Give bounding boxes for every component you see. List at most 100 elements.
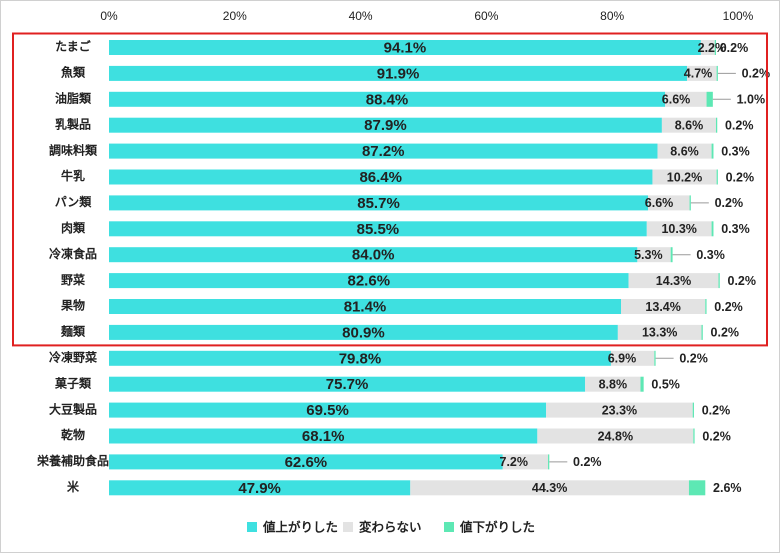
value-label-unchanged: 2.2% bbox=[698, 41, 727, 55]
value-label-price-down: 0.2% bbox=[679, 352, 708, 366]
value-label-price-up: 47.9% bbox=[238, 480, 281, 497]
category-label: 麺類 bbox=[60, 324, 86, 339]
category-label: 野菜 bbox=[61, 272, 85, 287]
category-label: 冷凍野菜 bbox=[49, 349, 97, 364]
value-label-price-down: 0.2% bbox=[702, 403, 731, 417]
value-label-unchanged: 13.3% bbox=[642, 326, 677, 340]
bar-unchanged bbox=[637, 247, 671, 263]
bar-unchanged bbox=[700, 40, 715, 55]
legend-swatch bbox=[247, 522, 257, 532]
bar-unchanged bbox=[502, 454, 549, 470]
bar-price-down bbox=[714, 40, 716, 55]
value-label-unchanged: 8.6% bbox=[670, 144, 699, 158]
value-label-price-up: 79.8% bbox=[339, 350, 382, 367]
value-label-price-down: 0.2% bbox=[742, 67, 771, 81]
x-tick-label: 20% bbox=[223, 9, 247, 23]
category-label: 果物 bbox=[60, 298, 85, 313]
bar-price-up bbox=[109, 221, 647, 237]
value-label-price-down: 1.0% bbox=[737, 93, 766, 107]
bar-unchanged bbox=[546, 402, 693, 418]
bar-price-up bbox=[109, 428, 538, 444]
bar-price-up bbox=[109, 40, 701, 55]
category-label: 冷凍食品 bbox=[49, 246, 97, 261]
bar-price-down bbox=[548, 454, 550, 470]
bar-unchanged bbox=[617, 324, 702, 340]
value-label-price-up: 87.2% bbox=[362, 143, 405, 160]
value-label-price-down: 0.2% bbox=[725, 118, 754, 132]
bar-price-down bbox=[705, 299, 707, 314]
value-label-price-up: 87.9% bbox=[364, 117, 407, 134]
category-label: 乳製品 bbox=[55, 116, 91, 131]
bar-unchanged bbox=[661, 117, 716, 133]
legend-label: 値上がりした bbox=[262, 519, 338, 534]
legend-label: 変わらない bbox=[359, 519, 422, 534]
bar-price-down bbox=[715, 117, 718, 133]
value-label-price-up: 81.4% bbox=[344, 298, 387, 315]
bar-unchanged bbox=[646, 221, 712, 237]
value-label-price-up: 82.6% bbox=[348, 273, 391, 290]
value-label-price-up: 62.6% bbox=[285, 454, 328, 471]
bar-price-down bbox=[692, 402, 694, 418]
value-label-unchanged: 6.9% bbox=[608, 352, 637, 366]
bar-price-up bbox=[109, 299, 622, 314]
value-label-price-down: 0.5% bbox=[651, 377, 680, 391]
bar-unchanged bbox=[687, 65, 717, 81]
value-label-unchanged: 8.8% bbox=[599, 377, 628, 391]
category-label: 油脂類 bbox=[55, 90, 92, 105]
value-label-price-down: 0.2% bbox=[711, 326, 740, 340]
value-label-price-down: 0.2% bbox=[728, 274, 757, 288]
bar-unchanged bbox=[537, 428, 694, 444]
bar-price-up bbox=[109, 480, 411, 496]
bar-price-down bbox=[670, 247, 673, 263]
bar-price-down bbox=[711, 221, 714, 237]
value-label-unchanged: 5.3% bbox=[634, 248, 663, 262]
bar-price-up bbox=[109, 91, 666, 107]
bar-price-down bbox=[718, 273, 720, 289]
bar-price-down bbox=[706, 91, 713, 107]
legend-label: 値下がりした bbox=[459, 519, 535, 534]
bar-unchanged bbox=[657, 143, 712, 159]
x-tick-label: 0% bbox=[100, 9, 118, 23]
bar-price-down bbox=[640, 376, 644, 392]
category-label: たまご bbox=[55, 39, 92, 54]
bar-price-up bbox=[109, 143, 658, 159]
x-tick-label: 40% bbox=[349, 9, 373, 23]
bar-price-up bbox=[109, 65, 688, 81]
value-label-unchanged: 6.6% bbox=[645, 196, 674, 210]
value-label-price-down: 2.6% bbox=[713, 481, 742, 495]
bar-unchanged bbox=[410, 480, 689, 496]
category-label: 栄養補助食品 bbox=[36, 453, 109, 468]
bar-unchanged bbox=[610, 350, 655, 366]
value-label-unchanged: 4.7% bbox=[684, 67, 713, 81]
value-label-unchanged: 23.3% bbox=[602, 403, 637, 417]
legend-swatch bbox=[343, 522, 353, 532]
category-label: 牛乳 bbox=[61, 168, 85, 183]
value-label-price-up: 75.7% bbox=[326, 376, 369, 393]
value-label-unchanged: 6.6% bbox=[662, 93, 691, 107]
value-label-price-down: 0.2% bbox=[702, 429, 731, 443]
bar-unchanged bbox=[648, 195, 690, 211]
bar-unchanged bbox=[585, 376, 641, 392]
bar-price-up bbox=[109, 454, 503, 470]
bar-price-up bbox=[109, 350, 611, 366]
bar-price-down bbox=[688, 480, 706, 496]
bar-price-up bbox=[109, 195, 649, 211]
bar-price-up bbox=[109, 273, 629, 289]
value-label-unchanged: 44.3% bbox=[532, 481, 567, 495]
category-label: 魚類 bbox=[61, 65, 86, 80]
value-label-unchanged: 14.3% bbox=[656, 274, 691, 288]
bar-unchanged bbox=[621, 299, 706, 314]
bar-price-down bbox=[693, 428, 695, 444]
value-label-price-down: 0.2% bbox=[573, 455, 602, 469]
bar-price-up bbox=[109, 247, 638, 263]
value-label-price-up: 94.1% bbox=[384, 39, 427, 56]
bar-price-up bbox=[109, 376, 586, 392]
value-label-price-up: 69.5% bbox=[306, 402, 349, 419]
category-label: 乾物 bbox=[61, 427, 85, 442]
bar-price-down bbox=[654, 350, 656, 366]
bar-price-up bbox=[109, 117, 662, 133]
bar-price-down bbox=[711, 143, 714, 159]
category-label: 調味料類 bbox=[49, 142, 98, 157]
value-label-unchanged: 10.2% bbox=[667, 170, 702, 184]
